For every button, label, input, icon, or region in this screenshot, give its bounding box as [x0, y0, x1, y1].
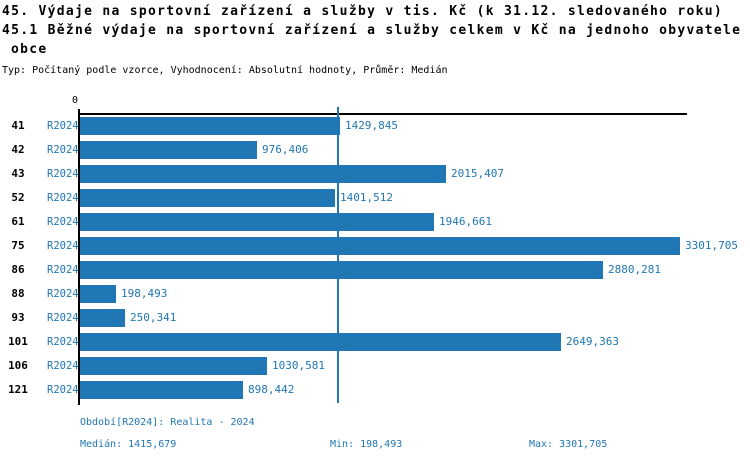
bar-value-label: 1401,512: [340, 191, 393, 204]
chart-row: 86 R2024 2880,281: [0, 261, 750, 279]
bar: [80, 333, 561, 351]
axis-origin-label: 0: [72, 95, 79, 106]
x-axis-top-line: [78, 113, 687, 115]
bar: [80, 213, 434, 231]
bar-value-label: 1429,845: [345, 119, 398, 132]
chart-row: 106 R2024 1030,581: [0, 357, 750, 375]
chart-subtitle: Typ: Počítaný podle vzorce, Vyhodnocení:…: [2, 65, 448, 76]
row-category-label: 88: [11, 287, 25, 300]
bar-value-label: 976,406: [262, 143, 309, 156]
row-category-label: 106: [8, 359, 28, 372]
chart-row: 121 R2024 898,442: [0, 381, 750, 399]
row-category-label: 43: [11, 167, 25, 180]
bar-value-label: 250,341: [130, 311, 177, 324]
bar: [80, 381, 243, 399]
footer-median-label: Medián: 1415,679: [80, 439, 177, 450]
chart-row: 93 R2024 250,341: [0, 309, 750, 327]
row-category-label: 42: [11, 143, 25, 156]
bar: [80, 261, 603, 279]
bar: [80, 357, 267, 375]
chart-row: 101 R2024 2649,363: [0, 333, 750, 351]
bar-value-label: 898,442: [248, 383, 295, 396]
bar-value-label: 1030,581: [272, 359, 325, 372]
row-category-label: 75: [11, 239, 25, 252]
chart-title-line3: obce: [11, 42, 48, 57]
row-series-label: R2024: [47, 240, 79, 252]
row-series-label: R2024: [47, 192, 79, 204]
row-series-label: R2024: [47, 288, 79, 300]
median-line: [337, 107, 339, 403]
row-category-label: 41: [11, 119, 25, 132]
bar-value-label: 3301,705: [685, 239, 738, 252]
bar: [80, 165, 446, 183]
row-series-label: R2024: [47, 168, 79, 180]
bar-value-label: 2015,407: [451, 167, 504, 180]
y-axis-line: [78, 109, 80, 405]
bar: [80, 237, 680, 255]
bar-value-label: 2649,363: [566, 335, 619, 348]
chart-title-line1: 45. Výdaje na sportovní zařízení a služb…: [2, 4, 724, 19]
bar: [80, 117, 340, 135]
row-series-label: R2024: [47, 264, 79, 276]
chart-row: 41 R2024 1429,845: [0, 117, 750, 135]
row-series-label: R2024: [47, 336, 79, 348]
row-series-label: R2024: [47, 360, 79, 372]
footer-min-label: Min: 198,493: [330, 439, 403, 450]
row-category-label: 61: [11, 215, 25, 228]
bar: [80, 285, 116, 303]
row-category-label: 86: [11, 263, 25, 276]
chart-row: 75 R2024 3301,705: [0, 237, 750, 255]
chart-row: 42 R2024 976,406: [0, 141, 750, 159]
row-category-label: 101: [8, 335, 28, 348]
bar-value-label: 198,493: [121, 287, 168, 300]
bar: [80, 309, 125, 327]
bar-value-label: 1946,661: [439, 215, 492, 228]
chart-row: 52 R2024 1401,512: [0, 189, 750, 207]
chart-row: 88 R2024 198,493: [0, 285, 750, 303]
bar: [80, 189, 335, 207]
row-series-label: R2024: [47, 120, 79, 132]
row-category-label: 52: [11, 191, 25, 204]
chart-row: 43 R2024 2015,407: [0, 165, 750, 183]
footer-max-label: Max: 3301,705: [529, 439, 608, 450]
bar-value-label: 2880,281: [608, 263, 661, 276]
bar: [80, 141, 257, 159]
row-category-label: 121: [8, 383, 28, 396]
row-series-label: R2024: [47, 216, 79, 228]
footer-period-label: Období[R2024]: Realita - 2024: [80, 417, 255, 428]
row-category-label: 93: [11, 311, 25, 324]
row-series-label: R2024: [47, 384, 79, 396]
chart-row: 61 R2024 1946,661: [0, 213, 750, 231]
row-series-label: R2024: [47, 144, 79, 156]
chart-title-line2: 45.1 Běžné výdaje na sportovní zařízení …: [2, 23, 742, 38]
row-series-label: R2024: [47, 312, 79, 324]
